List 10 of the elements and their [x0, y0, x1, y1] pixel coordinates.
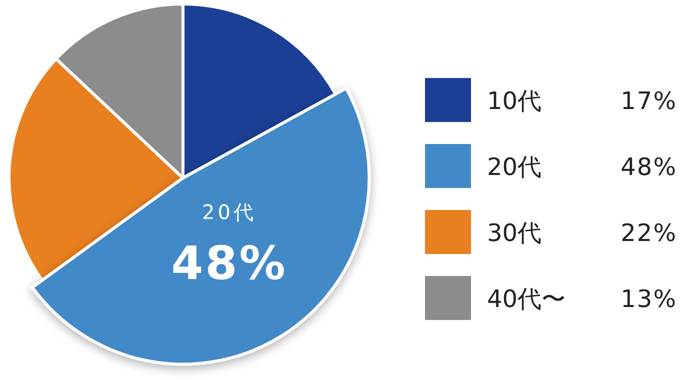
data-label: 22%: [620, 219, 677, 247]
legend-label: 20代: [487, 153, 542, 181]
data-label: 13%: [620, 285, 677, 313]
text: 48%: [620, 153, 677, 181]
legend-label: 40代〜: [487, 285, 566, 313]
legend-label: 30代: [487, 219, 542, 247]
legend-label: 10代: [487, 87, 542, 115]
slice-label: 20代: [202, 200, 257, 224]
data-label: 17%: [620, 87, 677, 115]
data-label: 48%: [171, 236, 288, 290]
